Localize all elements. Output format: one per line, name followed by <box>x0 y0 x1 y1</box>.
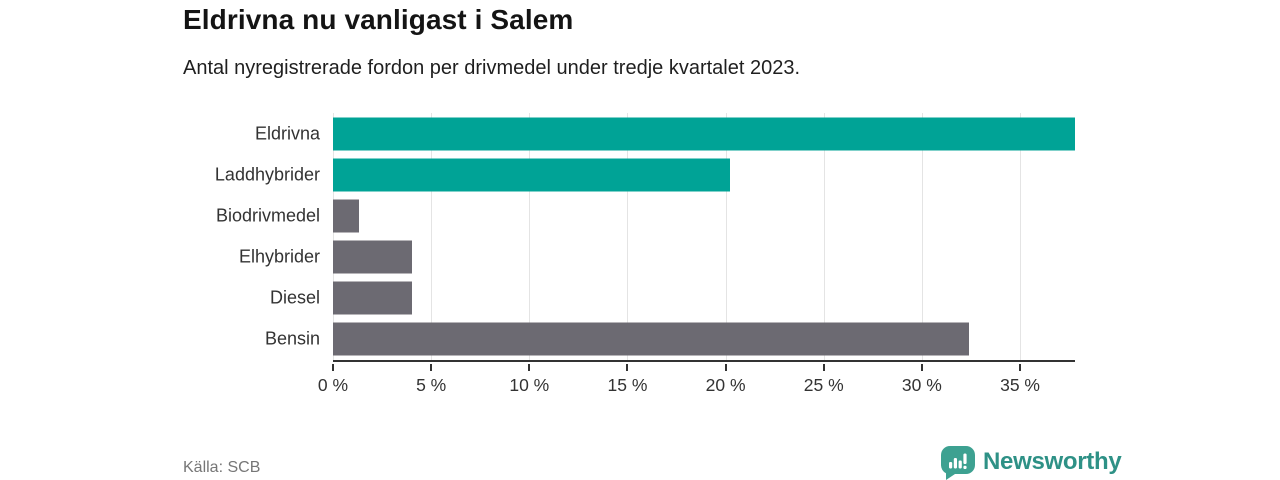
source-note: Källa: SCB <box>183 459 261 476</box>
tick-mark-25 <box>822 364 825 371</box>
chart-subtitle: Antal nyregistrerade fordon per drivmede… <box>183 57 801 79</box>
tick-label-35: 35 % <box>1000 375 1040 395</box>
category-label-diesel: Diesel <box>269 287 320 308</box>
bar-biodrivmedel <box>333 199 359 233</box>
tick-mark-15 <box>626 364 629 371</box>
tick-mark-5 <box>430 364 433 371</box>
tick-mark-20 <box>724 364 727 371</box>
category-label-elhybrider: Elhybrider <box>238 246 320 267</box>
gridline-20 <box>725 113 727 360</box>
bar-row-diesel: Diesel <box>270 278 1075 319</box>
gridline-0 <box>333 113 334 360</box>
bar-elhybrider <box>333 240 412 274</box>
tick-label-5: 5 % <box>416 375 447 395</box>
category-label-laddhybrider: Laddhybrider <box>214 164 320 185</box>
tick-label-30: 30 % <box>901 375 942 395</box>
bar-row-elhybrider: Elhybrider <box>239 237 1075 278</box>
bar-laddhybrider <box>333 158 730 192</box>
speech-bubble-shape <box>941 446 975 480</box>
tick-label-0: 0 % <box>317 375 349 395</box>
bar-row-eldrivna: Eldrivna <box>255 113 1075 154</box>
tick-label-15: 15 % <box>607 375 648 395</box>
bar-row-bensin: Bensin <box>265 319 1075 360</box>
x-axis: 0 % 5 % 10 % 15 % 20 % 25 % 30 % 35 % <box>318 364 1075 404</box>
tick-mark-10 <box>528 364 531 371</box>
tick-mark-30 <box>920 364 923 371</box>
gridline-35 <box>1020 113 1022 360</box>
gridline-5 <box>431 113 433 360</box>
tick-mark-35 <box>1019 364 1022 371</box>
gridline-10 <box>529 113 531 360</box>
gridline-15 <box>627 113 629 360</box>
newsworthy-logo: Newsworthy <box>941 446 1122 480</box>
tick-label-25: 25 % <box>803 375 844 395</box>
gridline-30 <box>921 113 923 360</box>
chart-title: Eldrivna nu vanligast i Salem <box>183 4 574 35</box>
bar-row-biodrivmedel: Biodrivmedel <box>216 195 1075 236</box>
bar-row-laddhybrider: Laddhybrider <box>215 154 1075 195</box>
bar-diesel <box>333 281 412 315</box>
newsworthy-bubble-chart-icon <box>941 446 975 480</box>
gridline-25 <box>823 113 825 360</box>
newsworthy-wordmark: Newsworthy <box>983 448 1122 475</box>
bar-bensin <box>333 322 969 356</box>
category-label-bensin: Bensin <box>264 328 320 349</box>
bar-eldrivna <box>333 117 1075 151</box>
plot-area: Eldrivna Laddhybrider Biodrivmedel Elhybrid… <box>215 113 1075 362</box>
tick-mark-0 <box>332 364 334 371</box>
tick-label-20: 20 % <box>705 375 746 395</box>
category-label-eldrivna: Eldrivna <box>254 123 320 144</box>
category-label-biodrivmedel: Biodrivmedel <box>215 205 320 226</box>
tick-label-10: 10 % <box>509 375 550 395</box>
